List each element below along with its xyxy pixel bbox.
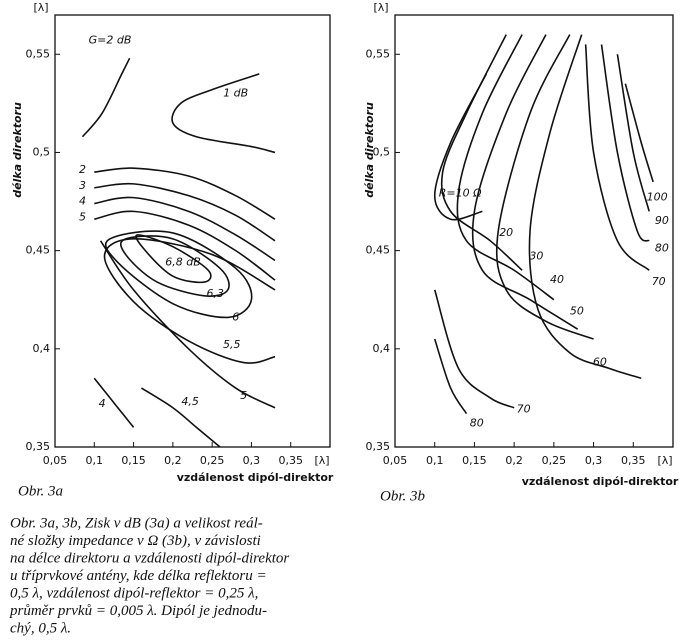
caption-line: Obr. 3a, 3b, Zisk v dB (3a) a velikost r…	[10, 515, 263, 531]
caption-line: u tříprvkové antény, kde délka reflektor…	[10, 568, 267, 584]
figure-label: Obr. 3a	[18, 483, 63, 499]
contour-label: 50	[570, 305, 584, 318]
contour-label: R=10 Ω	[439, 187, 482, 200]
contour-label: 5	[240, 389, 247, 402]
x-tick-label: 0,3	[585, 454, 603, 467]
x-tick-label: 0,35	[278, 454, 303, 467]
contour-line	[624, 83, 654, 183]
contour-label: 70	[517, 403, 531, 416]
y-tick-label: 0,55	[26, 47, 51, 60]
contour-line	[94, 196, 276, 262]
y-tick-label: 0,4	[373, 342, 391, 355]
contour-line	[81, 57, 131, 138]
contour-line	[94, 167, 276, 220]
y-tick-label: 0,4	[33, 342, 51, 355]
x-tick-label: 0,25	[200, 454, 225, 467]
contour-label: 80	[655, 242, 669, 255]
y-tick-label: 0,45	[26, 244, 51, 257]
contour-label: 80	[470, 416, 484, 429]
caption-line: na délce direktoru a vzdálenosti dipól-d…	[10, 550, 289, 566]
contour-line	[103, 238, 276, 364]
contour-label: 30	[529, 250, 543, 263]
contour-line	[471, 34, 579, 330]
x-unit: [λ]	[314, 454, 329, 467]
contour-label: 6	[232, 310, 239, 323]
x-tick-label: 0,1	[86, 454, 104, 467]
contour-line	[433, 338, 468, 415]
contour-line	[600, 44, 650, 242]
contour-label: 20	[499, 226, 513, 239]
contour-label: 5,5	[223, 338, 241, 351]
caption-line: průměr prvků = 0,005 λ. Dipól je jednodu…	[9, 603, 267, 619]
contour-label: 90	[655, 214, 669, 227]
contour-label: 2	[79, 163, 86, 176]
contour-label: 100	[647, 191, 668, 204]
caption-line: 0,5 λ, vzdálenost dipól-reflektor = 0,25…	[10, 585, 258, 601]
x-tick-label: 0,05	[383, 454, 408, 467]
contour-line	[99, 240, 276, 409]
caption-line: chý, 0,5 λ.	[10, 620, 71, 636]
contour-line	[616, 54, 650, 212]
contour-line	[495, 34, 594, 340]
x-tick-label: 0,15	[121, 454, 146, 467]
x-tick-label: 0,3	[243, 454, 261, 467]
contour-label: 4	[79, 195, 86, 208]
contour-line	[141, 387, 221, 448]
contour-label: G=2 dB	[89, 34, 132, 47]
contour-label: 6,3	[207, 287, 225, 300]
plot-frame	[54, 14, 331, 448]
contour-line	[135, 234, 212, 284]
x-tick-label: 0,2	[164, 454, 182, 467]
contour-label: 5	[79, 210, 86, 223]
y-tick-label: 0,35	[366, 440, 391, 453]
y-axis-label: délka direktoru	[363, 102, 376, 198]
contour-label: 4,5	[181, 395, 199, 408]
x-axis-label: vzdálenost dipól-direktor	[522, 475, 679, 488]
contour-line	[456, 34, 555, 301]
x-tick-label: 0,35	[621, 454, 646, 467]
x-tick-label: 0,25	[542, 454, 567, 467]
contour-line	[104, 230, 253, 319]
y-tick-label: 0,45	[366, 244, 391, 257]
y-tick-label: 0,35	[26, 440, 51, 453]
caption-line: né složky impedance v Ω (3b), v závislos…	[10, 533, 261, 549]
contour-label: 40	[550, 273, 564, 286]
figure-label: Obr. 3b	[380, 488, 426, 504]
x-axis-label: vzdálenost dipól-direktor	[177, 471, 334, 484]
y-tick-label: 0,55	[366, 47, 391, 60]
contour-line	[171, 73, 276, 154]
contour-label: 1 dB	[223, 87, 248, 100]
x-tick-label: 0,15	[462, 454, 487, 467]
x-tick-label: 0,2	[505, 454, 523, 467]
contour-label: 3	[79, 179, 86, 192]
x-tick-label: 0,1	[426, 454, 444, 467]
x-unit: [λ]	[657, 454, 672, 467]
contour-line	[584, 44, 650, 271]
y-unit: [λ]	[373, 1, 388, 14]
y-unit: [λ]	[33, 1, 48, 14]
plot-frame	[394, 14, 674, 448]
contour-label: 60	[593, 356, 607, 369]
contour-line	[433, 289, 515, 409]
y-tick-label: 0,5	[373, 145, 391, 158]
x-tick-label: 0,05	[43, 454, 68, 467]
contour-line	[528, 34, 642, 380]
contour-line	[93, 377, 135, 428]
contour-line	[94, 182, 276, 242]
y-axis-label: délka direktoru	[11, 102, 24, 198]
y-tick-label: 0,5	[33, 145, 51, 158]
contour-label: 4	[99, 397, 106, 410]
contour-label: 6,8 dB	[165, 255, 201, 268]
contour-label: 70	[652, 275, 666, 288]
contour-line	[94, 210, 276, 281]
contour-line	[120, 235, 230, 297]
contour-line	[440, 34, 523, 271]
